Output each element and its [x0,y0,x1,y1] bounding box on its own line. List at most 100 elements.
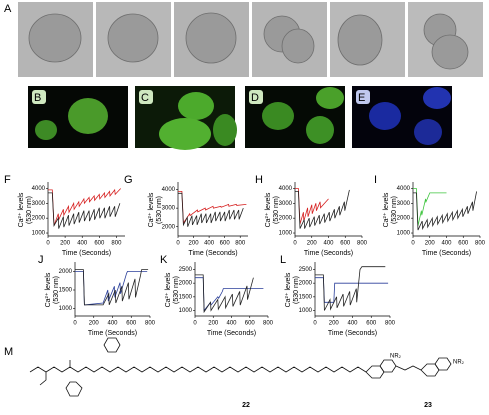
panel-a-images [18,2,483,77]
x-tick-label: 600 [458,241,469,247]
panel-label: F [4,174,11,186]
y-axis-label: (530 nm) [53,276,60,304]
y-tick-label: 1000 [32,231,46,237]
x-tick-label: 400 [204,241,215,247]
x-tick-label: 800 [357,241,368,247]
chemical-structure [29,337,452,397]
series-line [413,191,477,231]
x-tick-label: 200 [60,241,71,247]
y-axis-label: Ca²⁺ levels [18,192,25,227]
x-axis-label: Time (Seconds) [88,330,137,337]
series-line [295,189,350,229]
x-tick-label: 0 [193,321,197,327]
x-tick-label: 800 [235,241,246,247]
x-tick-label: 400 [323,241,334,247]
panel-label: I [374,174,377,186]
series-line [295,188,329,225]
y-tick-label: 1000 [59,306,73,312]
y-tick-label: 4000 [32,186,46,192]
y-tick-label: 1500 [59,288,73,294]
y-tick-label: 2500 [179,267,193,273]
x-tick-label: 400 [107,321,118,327]
y-tick-label: 4000 [162,187,176,193]
y-tick-label: 1000 [279,231,293,237]
x-axis-label: Time (Seconds) [188,250,237,257]
y-tick-label: 2000 [59,269,73,275]
x-axis-label: Time (Seconds) [328,330,377,337]
panel-label: G [124,174,133,186]
y-tick-label: 1500 [299,294,313,300]
x-tick-label: 0 [411,241,415,247]
x-tick-label: 600 [366,321,377,327]
y-axis-label: Ca²⁺ levels [45,272,52,307]
y-axis-label: (530 nm) [391,196,398,224]
panel-label: A [4,3,12,15]
y-tick-label: 1000 [299,308,313,314]
compound-label: 23 [424,402,432,409]
x-tick-label: 0 [293,241,297,247]
x-axis-label: Time (Seconds) [207,330,256,337]
y-axis-label: (530 nm) [26,196,33,224]
x-tick-label: 0 [73,321,77,327]
panel-label: J [38,254,44,266]
y-axis-label: Ca²⁺ levels [148,192,155,227]
panel-label: B [34,92,41,104]
series-line [75,269,149,306]
series-line [315,266,386,311]
x-tick-label: 600 [220,241,231,247]
x-tick-label: 200 [307,241,318,247]
x-tick-label: 200 [189,241,200,247]
y-tick-label: 2000 [397,216,411,222]
series-line [178,192,244,227]
x-tick-label: 800 [111,241,122,247]
y-axis-label: Ca²⁺ levels [265,192,272,227]
panel-label: D [251,92,259,104]
group-label: NR₂ [390,354,402,360]
series-line [178,191,247,225]
series-line [195,277,264,312]
series-line [413,188,447,226]
x-tick-label: 600 [94,241,105,247]
y-tick-label: 3000 [162,206,176,212]
y-tick-label: 3000 [32,201,46,207]
y-tick-label: 2000 [32,216,46,222]
y-axis-label: (530 nm) [173,276,180,304]
fluorescence-images [28,86,452,150]
panel-label: M [4,346,13,358]
y-tick-label: 2000 [299,281,313,287]
panel-label: H [255,174,263,186]
series-line [48,192,121,229]
panel-label: L [280,254,286,266]
x-tick-label: 400 [226,321,237,327]
x-tick-label: 800 [385,321,396,327]
y-axis-label: (530 nm) [273,196,280,224]
x-tick-label: 0 [46,241,50,247]
x-tick-label: 800 [475,241,486,247]
x-tick-label: 400 [441,241,452,247]
y-axis-label: Ca²⁺ levels [165,272,172,307]
y-axis-label: Ca²⁺ levels [285,272,292,307]
x-tick-label: 400 [347,321,358,327]
x-tick-label: 800 [145,321,156,327]
series-line [48,188,121,226]
x-tick-label: 200 [89,321,100,327]
y-axis-label: Ca²⁺ levels [383,192,390,227]
x-tick-label: 800 [263,321,274,327]
y-tick-label: 3000 [279,201,293,207]
y-tick-label: 1000 [397,231,411,237]
y-tick-label: 1500 [179,294,193,300]
y-tick-label: 3000 [397,201,411,207]
x-tick-label: 0 [313,321,317,327]
x-axis-label: Time (Seconds) [304,250,353,257]
y-tick-label: 2000 [179,281,193,287]
compound-label: 22 [242,402,250,409]
x-axis-label: Time (Seconds) [62,250,111,257]
series-line [315,277,389,303]
y-tick-label: 2500 [299,267,313,273]
y-axis-label: (530 nm) [156,196,163,224]
y-tick-label: 4000 [397,186,411,192]
x-tick-label: 400 [77,241,88,247]
y-tick-label: 2000 [162,224,176,230]
series-line [195,274,254,314]
